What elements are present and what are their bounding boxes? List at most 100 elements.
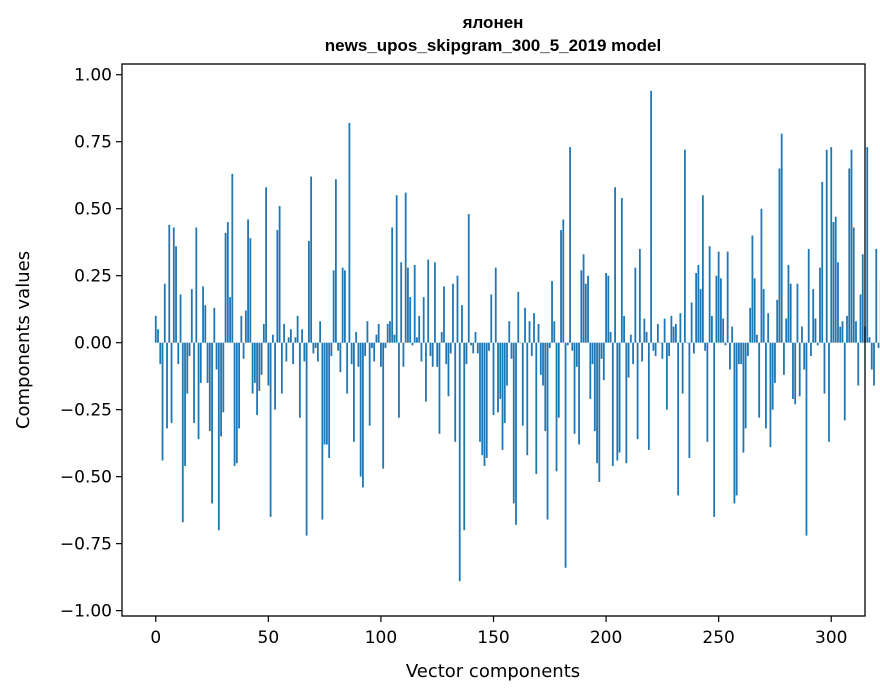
bar <box>665 342 668 410</box>
bar <box>368 342 371 426</box>
bar <box>298 342 301 418</box>
bar <box>332 270 335 343</box>
bar <box>575 342 578 367</box>
bar <box>692 342 695 354</box>
bar <box>729 342 731 370</box>
bar <box>503 342 506 424</box>
bar <box>801 326 803 343</box>
bar <box>627 342 630 378</box>
bar <box>591 342 594 365</box>
bar <box>289 329 292 343</box>
bar <box>231 173 234 343</box>
bar <box>686 342 689 344</box>
bar <box>229 297 231 343</box>
bar <box>816 342 819 346</box>
bar <box>447 342 450 397</box>
bar <box>632 342 634 365</box>
bar <box>638 248 641 343</box>
x-tick-label: 100 <box>365 628 397 648</box>
bar <box>195 227 198 343</box>
bar <box>544 342 547 432</box>
y-axis-label: Components values <box>13 251 34 429</box>
bar <box>418 315 421 343</box>
bar <box>855 321 857 343</box>
bar <box>217 342 220 531</box>
bar <box>553 321 556 343</box>
bar <box>461 305 463 343</box>
bar <box>154 315 157 343</box>
bar <box>269 342 272 517</box>
bar <box>771 342 774 410</box>
bar <box>848 168 851 343</box>
bar <box>614 187 616 343</box>
bar <box>434 262 436 343</box>
bar <box>814 318 817 343</box>
bar <box>749 307 752 343</box>
bar <box>877 342 880 349</box>
bar <box>868 337 871 343</box>
bar <box>339 342 342 373</box>
bar <box>506 342 508 386</box>
bar <box>629 334 632 343</box>
bar <box>839 326 842 343</box>
bar <box>555 342 558 472</box>
y-tick-label: −0.75 <box>60 535 112 555</box>
bar <box>551 281 553 343</box>
bar <box>679 313 682 343</box>
bar <box>420 342 423 362</box>
bar <box>206 342 209 383</box>
bar <box>526 342 529 456</box>
bar <box>620 197 623 343</box>
bar <box>186 342 189 394</box>
bar <box>391 227 394 343</box>
y-tick-label: −0.50 <box>60 468 112 488</box>
bar <box>566 342 569 346</box>
bar <box>168 224 171 343</box>
bar <box>163 283 166 343</box>
bar <box>722 318 725 343</box>
bar <box>398 342 400 418</box>
bar <box>438 342 441 434</box>
bar <box>294 337 297 343</box>
bar <box>803 342 806 370</box>
bar <box>375 334 378 343</box>
bar <box>404 192 407 343</box>
bar <box>377 323 380 343</box>
bar <box>819 267 821 343</box>
bar <box>843 342 846 421</box>
bar <box>560 230 562 343</box>
x-tick-label: 300 <box>815 628 847 648</box>
bar <box>589 342 592 399</box>
bar <box>677 342 680 496</box>
bar <box>573 342 576 434</box>
bar <box>602 342 605 381</box>
bar <box>830 147 833 343</box>
bar <box>481 342 484 456</box>
bar <box>715 275 718 343</box>
bar <box>348 122 351 343</box>
bar <box>832 222 835 343</box>
chart-title: ялонен <box>462 13 524 32</box>
bar <box>652 342 655 351</box>
bar <box>767 313 770 343</box>
bar <box>841 321 844 343</box>
bar <box>697 264 700 343</box>
bar <box>524 307 526 343</box>
bar <box>373 342 376 362</box>
y-axis: 1.00 0.75 0.50 0.25 0.00 −0.25 −0.50 −0.75 −1.00 <box>60 66 122 622</box>
bar <box>190 289 193 343</box>
bar <box>382 342 385 469</box>
x-axis-label: Vector components <box>406 661 580 682</box>
bar <box>776 299 779 343</box>
bar <box>449 342 452 354</box>
bar <box>184 342 186 466</box>
bar <box>580 270 583 343</box>
bar <box>600 342 603 359</box>
bar <box>220 342 222 437</box>
bar <box>609 331 612 343</box>
bar <box>510 342 513 359</box>
bar <box>443 286 445 343</box>
bar <box>760 208 763 343</box>
bar <box>224 232 227 343</box>
bar <box>488 342 490 351</box>
